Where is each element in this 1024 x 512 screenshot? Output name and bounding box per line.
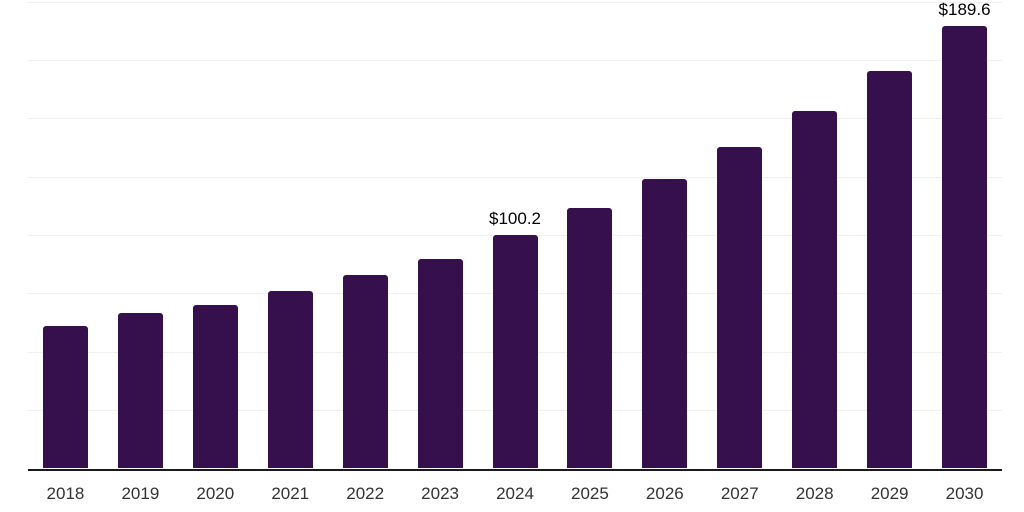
bar-2019 [117, 312, 163, 469]
x-axis-label-2027: 2027 [720, 484, 759, 503]
bar-2027 [717, 146, 763, 469]
x-axis-label-2021: 2021 [271, 484, 310, 503]
bar-2028 [792, 111, 838, 469]
bar-2025 [567, 208, 613, 469]
bar-2022 [342, 275, 388, 469]
bar-2021 [267, 291, 313, 469]
x-axis-line [28, 468, 1002, 471]
x-axis-label-2026: 2026 [645, 484, 684, 503]
bar-2018 [42, 326, 88, 469]
x-axis-label-2018: 2018 [46, 484, 85, 503]
gridline-175 [28, 59, 1002, 61]
x-axis-label-2030: 2030 [945, 484, 984, 503]
x-axis-label-2028: 2028 [795, 484, 834, 503]
bar-2029 [867, 70, 913, 469]
bar-2020 [192, 305, 238, 469]
value-label-2024: $100.2 [489, 208, 541, 228]
gridline-125 [28, 176, 1002, 178]
x-axis-label-2022: 2022 [346, 484, 385, 503]
x-axis-label-2029: 2029 [870, 484, 909, 503]
x-axis-label-2023: 2023 [421, 484, 459, 503]
x-axis-label-2024: 2024 [496, 484, 534, 503]
x-axis-label-2019: 2019 [121, 484, 160, 503]
value-label-2030: $189.6 [938, 0, 991, 19]
x-axis-label-2020: 2020 [196, 484, 235, 503]
gridline-200 [28, 1, 1002, 3]
bar-2026 [642, 179, 688, 469]
bar-2030 [942, 25, 988, 469]
bar-2024 [492, 234, 538, 469]
gridline-150 [28, 118, 1002, 120]
bar-2023 [417, 259, 463, 469]
x-axis-label-2025: 2025 [571, 484, 609, 503]
